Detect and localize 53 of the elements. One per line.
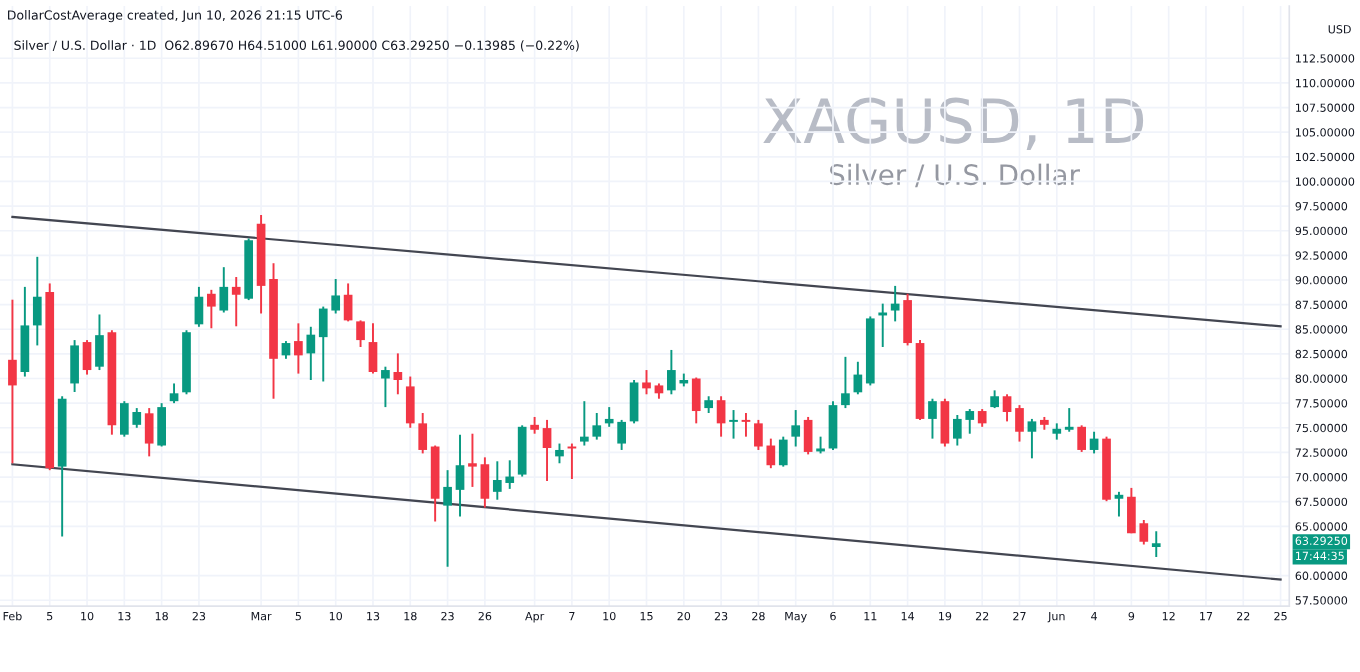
candlestick [928, 397, 937, 440]
candlestick [169, 382, 179, 405]
candlestick [144, 407, 154, 458]
candlestick [592, 412, 602, 441]
candlestick [443, 469, 452, 568]
candlestick [20, 285, 30, 378]
candlestick [157, 402, 166, 448]
candlestick [579, 400, 589, 447]
candlestick [791, 409, 801, 448]
candlestick [1064, 407, 1074, 433]
candlestick [542, 418, 552, 482]
candlestick [32, 255, 42, 347]
candlestick [368, 322, 378, 375]
candlestick [393, 352, 403, 396]
candlestick [1151, 530, 1161, 558]
candlestick [890, 284, 900, 323]
candlestick [828, 400, 838, 451]
candlestick [517, 424, 527, 478]
candlestick [1114, 490, 1124, 518]
candlestick [729, 409, 738, 440]
candlestick [231, 276, 241, 328]
candlestick [480, 456, 490, 509]
candlestick [95, 313, 104, 372]
candlestick [642, 369, 651, 396]
candlestick [194, 285, 204, 328]
candlestick [903, 292, 912, 347]
candlestick [219, 266, 229, 314]
candlestick [778, 435, 788, 468]
candlestick [803, 415, 813, 456]
candlestick [1015, 404, 1024, 443]
candlestick [841, 355, 850, 410]
candlestick [716, 395, 726, 438]
candlestick [82, 339, 92, 376]
candlestick [741, 412, 751, 438]
candlestick [306, 325, 316, 381]
candlestick [381, 365, 390, 409]
candlestick [343, 282, 353, 323]
candlestick [455, 433, 465, 518]
candlestick [1002, 393, 1012, 423]
candlestick [356, 319, 365, 348]
candlestick [418, 412, 428, 455]
candlestick [1027, 417, 1037, 460]
candlestick [8, 298, 17, 465]
candlestick [468, 432, 477, 488]
candlestick [294, 322, 303, 375]
candlestick [405, 375, 415, 429]
candlestick [70, 339, 79, 393]
candlestick [691, 376, 701, 425]
candlestick [555, 442, 564, 465]
candlestick [207, 288, 216, 330]
candlestick [940, 397, 950, 448]
candlestick [629, 379, 639, 425]
candlestick [1077, 424, 1086, 453]
